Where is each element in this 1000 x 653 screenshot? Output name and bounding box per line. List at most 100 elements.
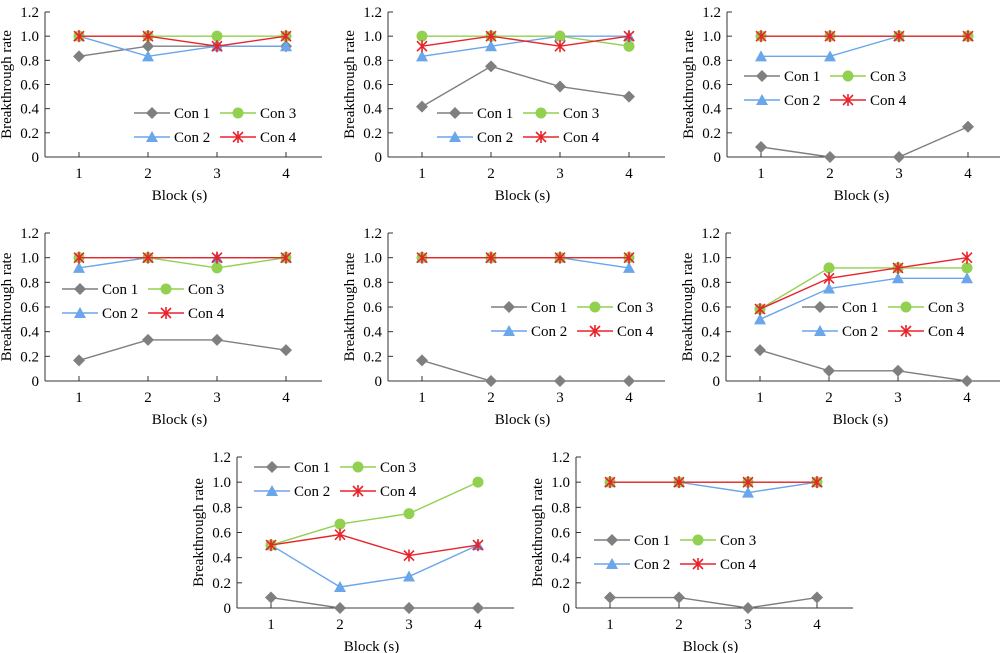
- x-tick-label: 3: [556, 166, 564, 182]
- data-point: [742, 602, 754, 614]
- y-tick-label: 0.4: [701, 325, 720, 341]
- legend-label: Con 4: [563, 130, 600, 146]
- legend-marker: [900, 301, 912, 313]
- y-tick-label: 1.0: [363, 29, 382, 45]
- x-tick-label: 3: [894, 390, 902, 406]
- data-point: [416, 354, 428, 367]
- y-axis-label: Breakthrough rate: [191, 478, 207, 587]
- y-axis-label: Breakthrough rate: [681, 30, 697, 139]
- y-tick-label: 1.2: [20, 5, 39, 21]
- legend-marker: [266, 461, 278, 473]
- data-point: [754, 313, 766, 325]
- series-con-4: [754, 251, 973, 316]
- legend-item: Con 1: [594, 533, 670, 549]
- legend-label: Con 4: [720, 557, 757, 573]
- y-tick-label: 0: [32, 150, 40, 166]
- legend-label: Con 2: [174, 130, 210, 146]
- legend-marker: [74, 283, 86, 295]
- y-tick-label: 0.4: [363, 102, 382, 118]
- legend-label: Con 3: [563, 106, 599, 122]
- x-tick-label: 4: [474, 617, 482, 633]
- y-tick-label: 0.6: [551, 526, 570, 542]
- data-point: [961, 251, 973, 264]
- x-tick-label: 1: [75, 390, 83, 406]
- legend-marker: [160, 283, 172, 295]
- y-tick-label: 0: [714, 150, 722, 166]
- data-point: [485, 251, 497, 264]
- x-axis-label: Block (s): [152, 412, 207, 428]
- data-point: [142, 251, 154, 264]
- y-tick-label: 0.4: [702, 102, 721, 118]
- series-line: [422, 256, 630, 269]
- data-point: [334, 528, 346, 541]
- y-tick-label: 1.2: [701, 226, 720, 242]
- y-tick-label: 0: [224, 601, 232, 617]
- legend-item: Con 3: [577, 300, 653, 316]
- data-point: [211, 262, 223, 274]
- data-point: [673, 591, 685, 604]
- data-point: [416, 50, 428, 62]
- data-point: [962, 30, 974, 43]
- data-point: [142, 50, 154, 62]
- data-point: [280, 30, 292, 43]
- legend-item: Con 2: [802, 324, 878, 340]
- y-axis-label: Breakthrough rate: [0, 252, 15, 361]
- series-con-2: [416, 251, 635, 273]
- series-con-3: [265, 476, 484, 551]
- series-con-1: [754, 344, 973, 387]
- legend-item: Con 1: [134, 106, 210, 122]
- legend-marker: [232, 131, 244, 143]
- data-point: [403, 549, 415, 562]
- y-tick-label: 0.4: [551, 551, 570, 567]
- y-tick-label: 0.8: [212, 500, 231, 516]
- data-point: [754, 344, 766, 357]
- legend-item: Con 1: [437, 106, 513, 122]
- data-point: [334, 518, 346, 530]
- data-point: [416, 30, 428, 42]
- y-axis-label: Breakthrough rate: [680, 252, 696, 361]
- y-tick-label: 0.2: [20, 126, 39, 142]
- legend-marker: [900, 325, 912, 337]
- legend-label: Con 4: [260, 130, 297, 146]
- series-line: [79, 35, 287, 47]
- data-point: [416, 40, 428, 53]
- series-line: [759, 256, 968, 310]
- series-line: [270, 596, 478, 609]
- subplot-7: 0 0.2 0.4 0.6 0.8 1.0 1.2 1 2 3 4 Block (s) Breakthr…: [191, 450, 514, 653]
- legend-item: Con 4: [577, 324, 654, 340]
- legend-marker: [589, 325, 601, 337]
- legend-item: Con 4: [148, 306, 225, 322]
- y-tick-label: 0.6: [701, 300, 720, 316]
- legend-label: Con 1: [842, 300, 878, 316]
- y-tick-label: 0.6: [20, 300, 39, 316]
- y-tick-label: 0.4: [212, 551, 231, 567]
- legend-marker: [692, 558, 704, 570]
- series-con-1: [73, 333, 292, 367]
- y-axis-label: Breakthrough rate: [530, 478, 546, 587]
- series-con-1: [416, 60, 635, 113]
- legend-item: Con 1: [254, 460, 330, 476]
- x-tick-label: 2: [675, 617, 683, 633]
- x-tick-label: 3: [213, 390, 221, 406]
- legend-item: Con 4: [680, 557, 757, 573]
- data-point: [824, 151, 836, 163]
- legend-marker: [842, 94, 854, 106]
- data-point: [604, 476, 616, 489]
- legend-marker: [266, 485, 278, 496]
- legend-item: Con 3: [523, 106, 599, 122]
- series-con-4: [416, 30, 635, 53]
- data-point: [472, 476, 484, 488]
- data-point: [73, 251, 85, 264]
- x-tick-label: 3: [556, 390, 564, 406]
- y-tick-label: 1.0: [212, 475, 231, 491]
- data-point: [142, 30, 154, 43]
- legend-marker: [503, 325, 515, 336]
- legend-label: Con 1: [784, 69, 820, 85]
- x-axis-label: Block (s): [834, 188, 889, 204]
- data-point: [403, 570, 415, 582]
- x-tick-label: 4: [813, 617, 821, 633]
- y-tick-label: 1.0: [702, 29, 721, 45]
- x-tick-label: 2: [336, 617, 344, 633]
- x-tick-label: 4: [964, 166, 972, 182]
- legend-marker: [352, 461, 364, 473]
